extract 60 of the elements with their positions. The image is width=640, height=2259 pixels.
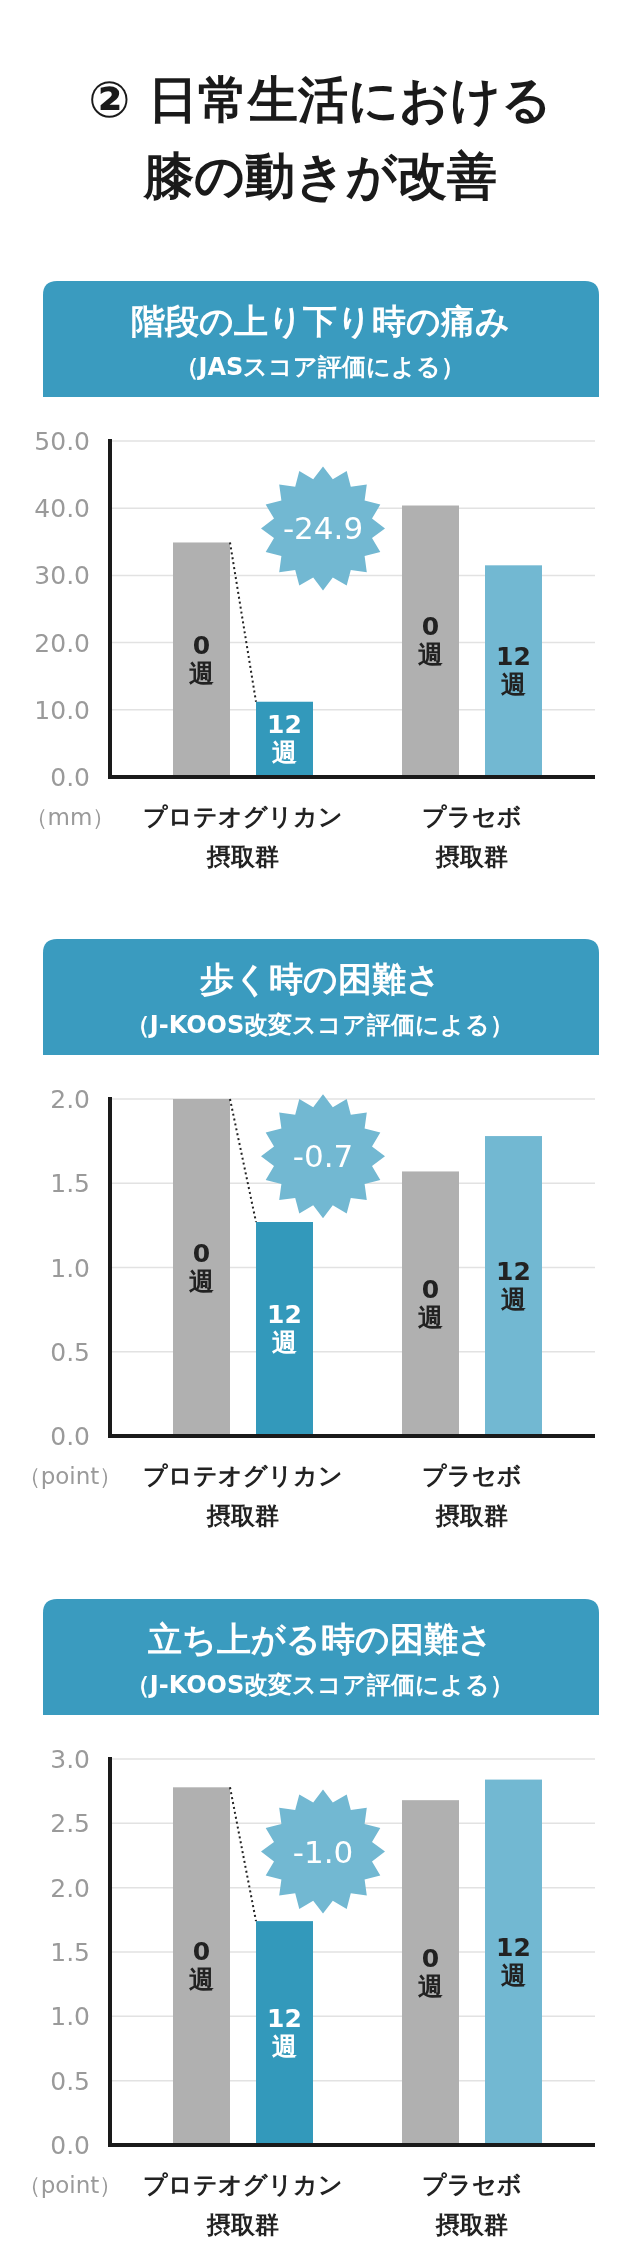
bar (402, 1800, 459, 2145)
x-tick-label: プロテオグリカン摂取群 (143, 2171, 343, 2239)
bar (173, 542, 230, 777)
chart-title: 階段の上り下り時の痛み (130, 301, 510, 341)
text: 0 週 (418, 1274, 443, 1332)
y-tick-label: 30.0 (34, 561, 90, 591)
y-tick-label: 1.5 (50, 1938, 90, 1967)
y-tick-label: 0.5 (50, 2066, 90, 2096)
series-label: 0 週 (189, 630, 214, 688)
series-label: 12 週 (267, 2004, 302, 2062)
chart-subtitle: （J-KOOS改変スコア評価による） (125, 1671, 515, 1699)
y-tick-label: 2.5 (50, 1809, 90, 1839)
x-tick-label: プラセボ摂取群 (422, 803, 522, 871)
bar (173, 1787, 230, 2145)
bar (485, 565, 542, 777)
text: 0 週 (418, 1943, 443, 2001)
series-label: 0 週 (189, 1238, 214, 1296)
bar (402, 505, 459, 777)
annotation: -1.0 (292, 1833, 354, 1870)
bar (256, 1921, 313, 2145)
bar (256, 1222, 313, 1437)
y-tick-label: 0.0 (50, 763, 90, 792)
annotation: -0.7 (292, 1138, 354, 1175)
series-label: 12 週 (267, 1300, 302, 1357)
y-tick-label: 40.0 (34, 494, 90, 524)
chart-subtitle: （J-KOOS改変スコア評価による） (125, 1011, 515, 1039)
series-label: 12 週 (267, 710, 302, 768)
y-tick-label: 0.0 (50, 1422, 90, 1451)
y-axis-title: （mm） (24, 804, 116, 830)
y-tick-label: 10.0 (34, 695, 90, 725)
series-label: 0 週 (189, 1937, 214, 1995)
bar (485, 1779, 542, 2145)
bar (173, 1099, 230, 1436)
x-tick-label: プラセボ摂取群 (422, 1462, 522, 1530)
text: 0 週 (418, 612, 443, 670)
y-tick-label: 2.0 (50, 1873, 90, 1903)
y-axis-title: （point） (17, 2172, 123, 2198)
y-tick-label: 1.0 (50, 2002, 90, 2032)
chart-subtitle: （JASスコア評価による） (174, 353, 466, 381)
y-tick-label: 20.0 (34, 628, 90, 658)
y-tick-label: 2.0 (50, 1085, 90, 1114)
y-tick-label: 1.5 (50, 1169, 90, 1199)
y-axis-title: （point） (17, 1463, 123, 1489)
text: ② 日常生活における膝の動きが改善 (88, 71, 552, 205)
annotation: -24.9 (282, 510, 364, 547)
x-tick-label: プロテオグリカン摂取群 (143, 1462, 343, 1530)
text: 12 週 (496, 642, 531, 700)
y-tick-label: 0.0 (50, 2131, 90, 2160)
y-tick-label: 1.0 (50, 1253, 90, 1283)
y-tick-label: 50.0 (34, 427, 90, 456)
bar (402, 1171, 459, 1436)
text: 12 週 (496, 1257, 531, 1315)
y-tick-label: 0.5 (50, 1337, 90, 1367)
x-tick-label: プラセボ摂取群 (422, 2171, 522, 2239)
y-tick-label: 3.0 (50, 1745, 90, 1774)
chart-title: 歩く時の困難さ (198, 959, 441, 999)
text: 12 週 (496, 1933, 531, 1991)
x-tick-label: プロテオグリカン摂取群 (143, 803, 343, 871)
bar (485, 1136, 542, 1436)
chart-title: 立ち上がる時の困難さ (146, 1619, 493, 1659)
